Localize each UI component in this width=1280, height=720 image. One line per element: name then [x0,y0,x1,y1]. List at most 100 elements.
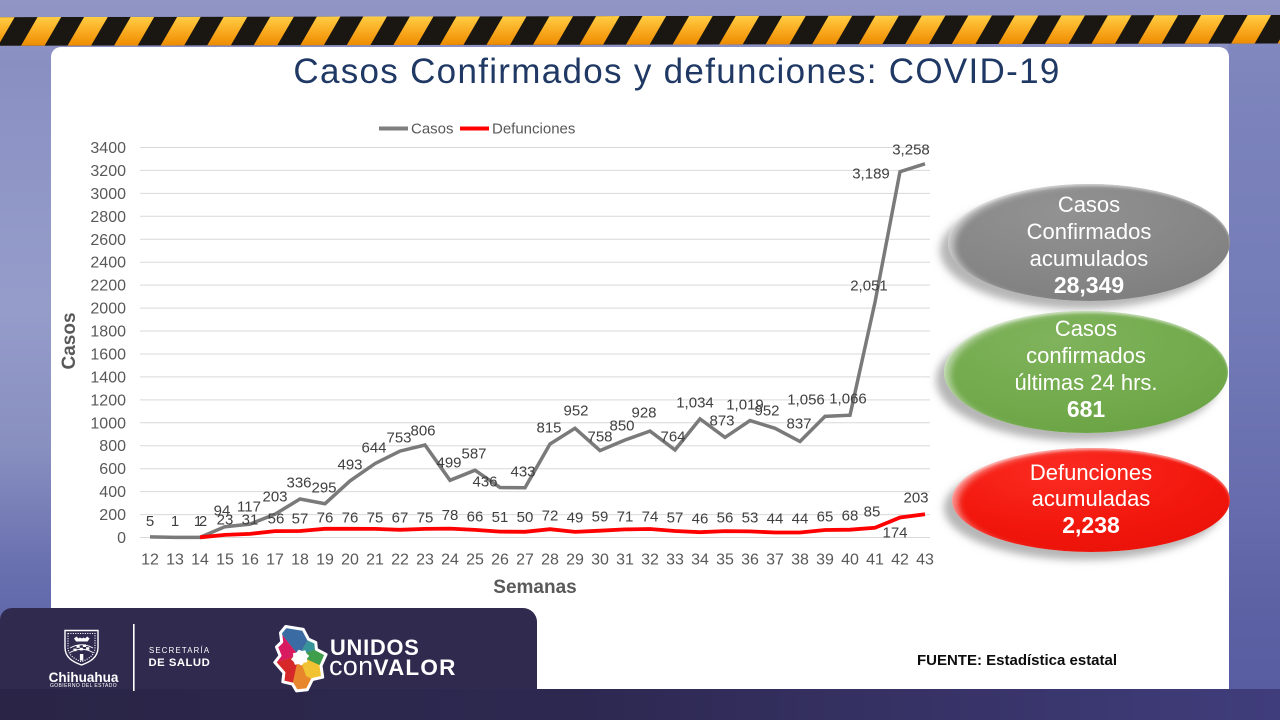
svg-text:837: 837 [786,416,811,433]
svg-text:587: 587 [461,446,486,463]
svg-text:29: 29 [566,552,584,569]
svg-text:5: 5 [146,513,154,530]
svg-text:753: 753 [386,430,411,447]
svg-text:51: 51 [492,509,509,526]
svg-text:74: 74 [642,509,659,526]
svg-text:59: 59 [592,509,609,526]
svg-text:499: 499 [436,455,461,472]
svg-text:3200: 3200 [90,163,126,180]
svg-text:14: 14 [191,552,209,569]
svg-text:33: 33 [666,552,684,569]
svg-text:44: 44 [767,511,784,528]
svg-text:1000: 1000 [90,415,126,432]
svg-text:16: 16 [241,552,259,569]
svg-text:3000: 3000 [90,186,126,203]
svg-text:800: 800 [99,438,126,455]
svg-text:36: 36 [741,552,759,569]
svg-text:1800: 1800 [90,324,126,341]
svg-text:57: 57 [667,510,684,527]
svg-text:41: 41 [866,552,884,569]
svg-text:27: 27 [516,552,534,569]
svg-text:56: 56 [717,510,734,527]
svg-text:1,019: 1,019 [726,397,764,414]
svg-text:68: 68 [842,508,859,525]
svg-text:Defunciones: Defunciones [492,121,575,138]
svg-text:22: 22 [391,552,409,569]
svg-text:436: 436 [472,474,497,491]
svg-text:35: 35 [716,552,734,569]
svg-text:493: 493 [337,457,362,474]
svg-text:1: 1 [194,513,202,530]
svg-text:1: 1 [171,513,179,530]
svg-text:2400: 2400 [90,255,126,272]
svg-text:850: 850 [609,418,634,435]
svg-text:336: 336 [286,475,311,492]
svg-text:67: 67 [392,510,409,527]
svg-text:3,258: 3,258 [892,142,930,159]
svg-text:806: 806 [410,423,435,440]
svg-text:94: 94 [214,503,231,520]
svg-text:38: 38 [791,552,809,569]
svg-text:174: 174 [882,525,907,542]
svg-text:85: 85 [864,504,881,521]
svg-text:44: 44 [792,511,809,528]
svg-text:1,066: 1,066 [829,391,867,408]
svg-text:23: 23 [416,552,434,569]
svg-text:873: 873 [709,413,734,430]
svg-text:Casos: Casos [411,121,454,138]
svg-text:75: 75 [367,510,384,527]
svg-text:40: 40 [841,552,859,569]
svg-text:17: 17 [266,552,284,569]
svg-text:57: 57 [292,511,309,528]
svg-text:644: 644 [361,440,386,457]
svg-text:1200: 1200 [90,392,126,409]
svg-text:600: 600 [99,461,126,478]
svg-text:952: 952 [563,403,588,420]
svg-text:203: 203 [903,490,928,507]
svg-text:2200: 2200 [90,278,126,295]
svg-text:66: 66 [467,509,484,526]
svg-text:928: 928 [631,405,656,422]
svg-text:1400: 1400 [90,369,126,386]
svg-text:117: 117 [237,499,261,516]
svg-text:76: 76 [342,510,359,527]
svg-text:20: 20 [341,552,359,569]
svg-text:Casos: Casos [59,312,80,369]
svg-text:758: 758 [587,429,612,446]
svg-text:31: 31 [242,512,259,529]
svg-text:3400: 3400 [90,140,126,157]
svg-text:72: 72 [542,508,559,525]
svg-text:30: 30 [591,552,609,569]
svg-text:25: 25 [466,552,484,569]
svg-text:815: 815 [536,420,561,437]
svg-text:15: 15 [216,552,234,569]
svg-text:2,051: 2,051 [850,278,888,295]
svg-text:1,056: 1,056 [787,392,825,409]
svg-text:203: 203 [262,489,287,506]
svg-text:952: 952 [754,403,779,420]
svg-text:0: 0 [117,530,126,547]
svg-text:400: 400 [99,484,126,501]
svg-text:31: 31 [616,552,634,569]
svg-text:76: 76 [317,510,334,527]
svg-text:75: 75 [417,510,434,527]
svg-text:24: 24 [441,552,459,569]
svg-text:21: 21 [366,552,384,569]
svg-text:37: 37 [766,552,784,569]
svg-text:71: 71 [617,509,634,526]
svg-text:2600: 2600 [90,232,126,249]
svg-text:433: 433 [510,464,535,481]
svg-text:18: 18 [291,552,309,569]
svg-text:42: 42 [891,552,909,569]
svg-text:2: 2 [199,513,207,530]
svg-text:32: 32 [641,552,659,569]
svg-text:39: 39 [816,552,834,569]
svg-text:26: 26 [491,552,509,569]
svg-text:65: 65 [817,509,834,526]
svg-text:28: 28 [541,552,559,569]
svg-text:46: 46 [692,511,709,528]
svg-text:49: 49 [567,510,584,527]
svg-text:3,189: 3,189 [852,166,890,183]
svg-text:764: 764 [660,429,685,446]
svg-text:43: 43 [916,552,934,569]
